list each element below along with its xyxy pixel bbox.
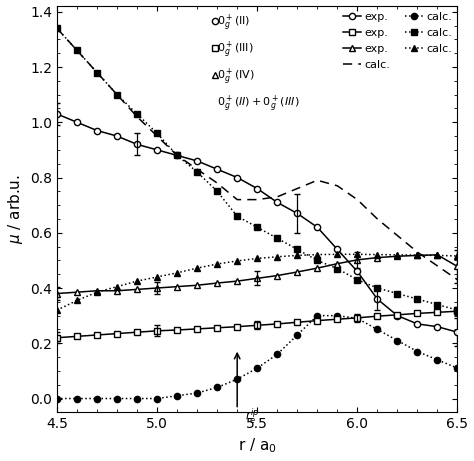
X-axis label: r / a$_0$: r / a$_0$ <box>238 437 276 455</box>
Legend: calc., calc., calc.: calc., calc., calc. <box>401 7 456 59</box>
Text: $r_e^{ip}$: $r_e^{ip}$ <box>245 407 260 426</box>
Y-axis label: $\mu$ / arb.u.: $\mu$ / arb.u. <box>6 174 25 244</box>
